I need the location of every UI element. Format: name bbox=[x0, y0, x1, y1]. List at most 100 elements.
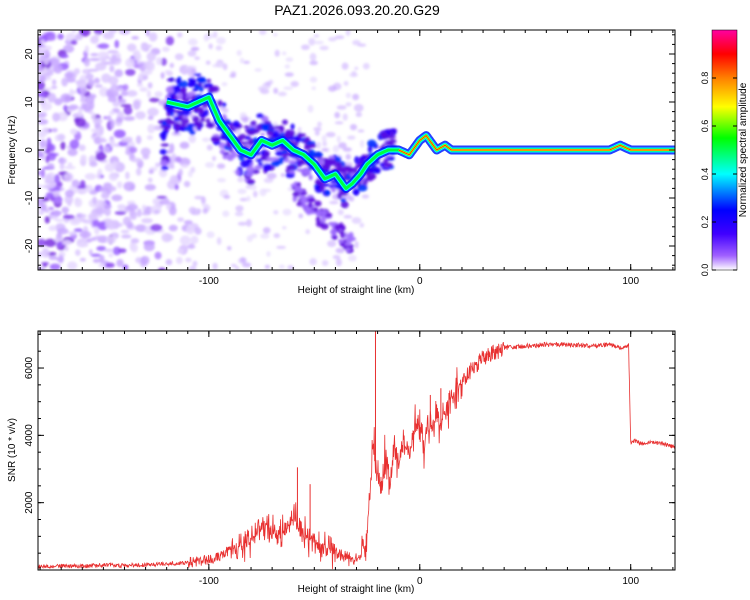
noise-blob bbox=[78, 107, 83, 118]
noise-blob bbox=[38, 251, 43, 258]
noise-blob bbox=[85, 184, 94, 192]
spectrogram-xtick-label: 100 bbox=[622, 276, 639, 287]
noise-blob bbox=[98, 187, 109, 192]
noise-blob bbox=[135, 167, 142, 176]
spectrogram-ylabel: Frequency (Hz) bbox=[7, 116, 18, 185]
noise-blob bbox=[92, 196, 97, 205]
ridge-blob bbox=[359, 156, 367, 160]
ridge-blob bbox=[256, 113, 264, 119]
noise-blob bbox=[145, 69, 153, 75]
colorbar-tick-label: 0.0 bbox=[700, 264, 710, 277]
noise-blob bbox=[41, 127, 50, 136]
noise-blob bbox=[99, 151, 104, 156]
ridge-blob bbox=[322, 183, 331, 187]
noise-blob bbox=[38, 148, 42, 157]
ridge-blob bbox=[383, 158, 389, 165]
snr-xtick-label: -100 bbox=[199, 576, 219, 587]
noise-blob bbox=[87, 79, 95, 87]
noise-blob bbox=[266, 251, 271, 257]
noise-blob bbox=[62, 44, 75, 53]
noise-blob bbox=[154, 91, 163, 98]
noise-blob bbox=[237, 221, 248, 226]
noise-blob bbox=[309, 258, 317, 266]
noise-blob bbox=[239, 197, 248, 202]
noise-blob bbox=[241, 262, 252, 268]
noise-blob bbox=[188, 38, 198, 46]
ridge-blob bbox=[262, 163, 272, 171]
ridge-blob bbox=[180, 117, 190, 125]
noise-blob bbox=[90, 253, 101, 257]
noise-blob bbox=[90, 35, 100, 44]
noise-blob bbox=[112, 246, 122, 256]
noise-blob bbox=[348, 254, 357, 262]
noise-blob bbox=[101, 73, 112, 84]
noise-blob bbox=[129, 241, 135, 251]
noise-blob bbox=[68, 104, 79, 110]
noise-blob bbox=[135, 224, 147, 233]
spectrogram-ytick-label: -10 bbox=[24, 190, 35, 205]
ridge-blob bbox=[278, 157, 286, 161]
noise-blob bbox=[347, 135, 356, 140]
noise-blob bbox=[335, 258, 342, 267]
noise-blob bbox=[250, 233, 258, 239]
noise-blob bbox=[120, 229, 130, 234]
ridge-blob bbox=[199, 85, 204, 93]
noise-blob bbox=[282, 226, 287, 230]
noise-blob bbox=[213, 31, 218, 39]
noise-blob bbox=[60, 54, 69, 59]
noise-blob bbox=[38, 238, 46, 247]
noise-blob bbox=[54, 174, 60, 184]
noise-blob bbox=[222, 107, 229, 114]
noise-blob bbox=[155, 162, 161, 168]
ridge-blob bbox=[353, 189, 359, 196]
noise-blob bbox=[142, 154, 150, 160]
spectrogram-xtick-label: 0 bbox=[417, 276, 423, 287]
noise-blob bbox=[135, 111, 146, 120]
ridge-blob bbox=[255, 158, 264, 162]
noise-blob bbox=[188, 206, 197, 214]
noise-blob bbox=[175, 156, 182, 163]
noise-blob bbox=[116, 258, 124, 268]
noise-blob bbox=[139, 87, 148, 92]
noise-blob bbox=[42, 263, 48, 268]
noise-blob bbox=[38, 46, 42, 56]
noise-blob bbox=[57, 133, 66, 141]
noise-blob bbox=[217, 178, 226, 183]
noise-blob bbox=[161, 232, 173, 243]
noise-blob bbox=[38, 70, 45, 76]
noise-blob bbox=[125, 58, 136, 68]
noise-blob bbox=[140, 147, 151, 157]
noise-blob bbox=[51, 216, 58, 221]
noise-blob bbox=[136, 208, 142, 218]
noise-blob bbox=[341, 62, 349, 70]
noise-blob bbox=[52, 263, 59, 269]
noise-blob bbox=[212, 262, 218, 270]
noise-blob bbox=[230, 263, 237, 268]
noise-blob bbox=[334, 35, 345, 40]
ridge-blob bbox=[167, 120, 177, 125]
noise-blob bbox=[327, 240, 337, 248]
ridge-blob bbox=[309, 210, 316, 215]
noise-blob bbox=[79, 257, 86, 262]
noise-blob bbox=[177, 217, 185, 222]
snr-ylabel: SNR (10 * v/v) bbox=[7, 418, 18, 482]
noise-blob bbox=[104, 163, 116, 172]
noise-blob bbox=[118, 98, 127, 104]
colorbar-tick-label: 0.8 bbox=[700, 72, 710, 85]
noise-blob bbox=[216, 163, 226, 169]
noise-blob bbox=[362, 62, 370, 70]
noise-blob bbox=[206, 231, 215, 239]
noise-blob bbox=[180, 163, 189, 169]
noise-blob bbox=[112, 158, 119, 162]
noise-blob bbox=[126, 90, 138, 97]
ridge-blob bbox=[319, 185, 325, 191]
ridge-blob bbox=[246, 178, 256, 186]
noise-blob bbox=[102, 32, 115, 40]
noise-blob bbox=[191, 68, 197, 73]
ridge-blob bbox=[263, 150, 270, 157]
noise-blob bbox=[237, 188, 247, 195]
noise-blob bbox=[215, 45, 223, 51]
snr-series bbox=[38, 331, 675, 570]
noise-blob bbox=[165, 36, 175, 46]
